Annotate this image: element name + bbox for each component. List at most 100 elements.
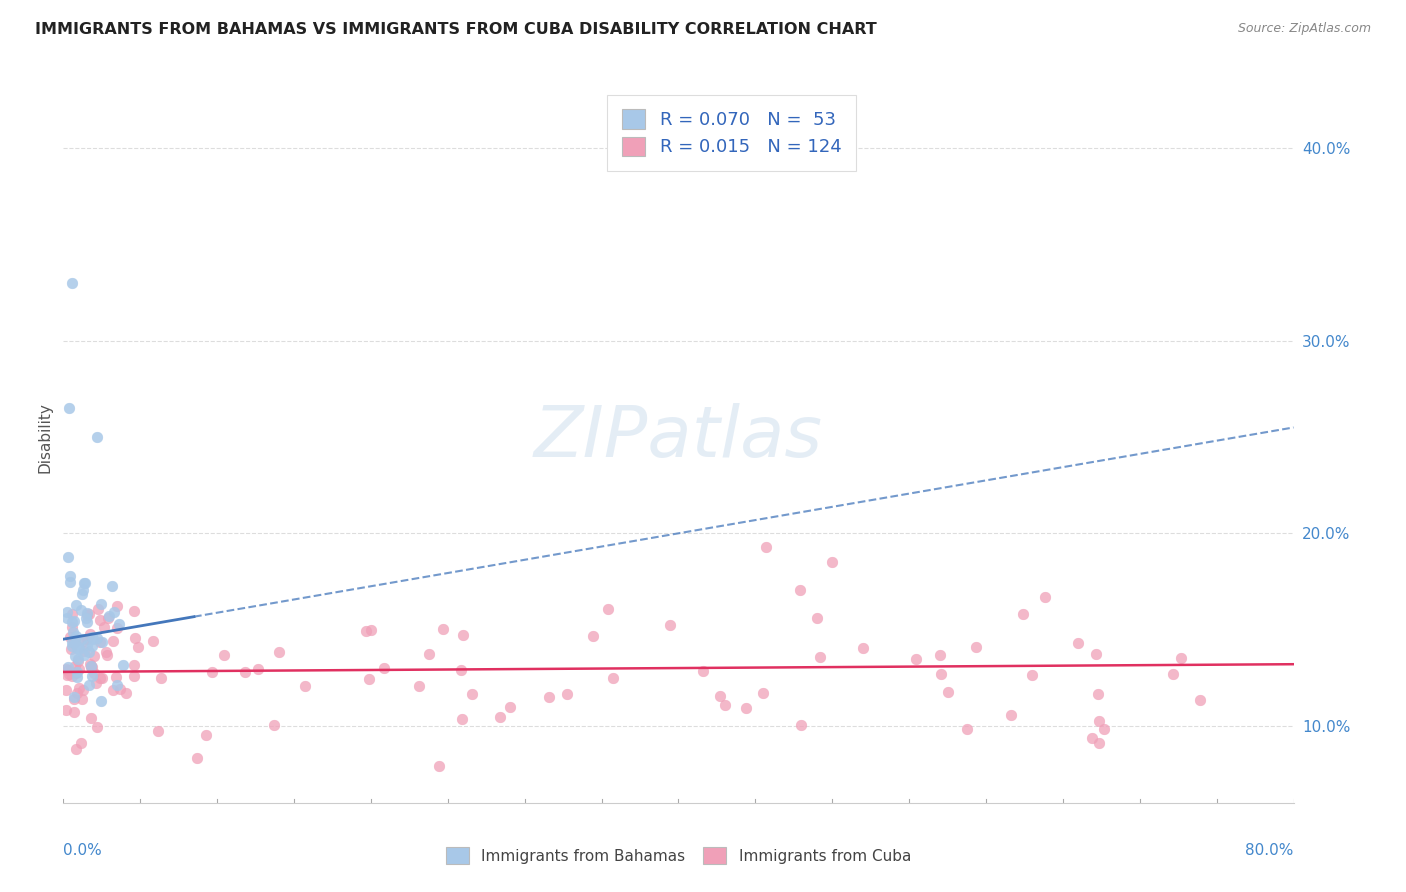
Point [929,667,952,681]
Point [1021,668,1043,682]
Point [429,758,451,772]
Point [212,648,235,663]
Point [80,711,103,725]
Point [1088,736,1111,750]
Point [451,712,474,726]
Point [86,430,108,444]
Point [76,632,98,647]
Point [67,662,90,676]
Point [77,607,100,621]
Point [1170,651,1192,665]
Point [72,583,94,598]
Point [76,615,98,630]
Point [60,639,83,653]
Point [735,701,758,715]
Point [67,653,90,667]
Point [108,682,131,697]
Point [101,578,124,592]
Text: 0.0%: 0.0% [63,843,103,858]
Point [122,669,145,683]
Point [80,660,103,674]
Point [60,615,83,629]
Point [659,617,682,632]
Point [112,658,135,673]
Point [80,669,103,683]
Point [789,583,811,598]
Point [65,648,87,663]
Legend: Immigrants from Bahamas, Immigrants from Cuba: Immigrants from Bahamas, Immigrants from… [439,839,918,871]
Point [82,660,104,674]
Point [235,665,257,680]
Point [97,611,120,625]
Point [408,679,430,693]
Point [124,631,146,645]
Point [1033,590,1056,604]
Point [1088,714,1111,728]
Point [66,686,89,700]
Point [93,620,115,634]
Point [58,663,80,677]
Point [55,703,77,717]
Point [186,751,208,765]
Point [66,641,89,656]
Point [59,630,82,644]
Point [354,624,377,638]
Point [70,632,93,646]
Point [555,687,578,701]
Point [94,645,117,659]
Point [938,685,960,699]
Point [79,659,101,673]
Point [101,683,124,698]
Point [713,698,735,712]
Point [55,668,77,682]
Point [82,632,104,646]
Point [692,664,714,678]
Point [373,661,395,675]
Point [790,718,813,732]
Point [122,658,145,673]
Point [72,634,94,648]
Point [1067,636,1090,650]
Point [89,694,111,708]
Point [499,699,522,714]
Point [67,640,90,655]
Point [60,635,83,649]
Point [105,599,128,614]
Point [461,687,484,701]
Point [148,724,170,739]
Point [114,686,136,700]
Point [1000,707,1022,722]
Point [73,644,96,658]
Y-axis label: Disability: Disability [37,401,52,473]
Point [194,728,217,742]
Point [1189,693,1212,707]
Point [86,631,108,645]
Point [87,602,110,616]
Point [72,682,94,697]
Point [62,276,84,290]
Point [58,575,80,590]
Point [821,555,844,569]
Point [76,608,98,623]
Point [103,634,125,648]
Point [66,670,89,684]
Point [1087,687,1109,701]
Point [104,670,127,684]
Point [56,605,79,619]
Point [86,675,108,690]
Point [755,540,778,554]
Point [432,622,454,636]
Point [56,611,79,625]
Point [596,602,619,616]
Point [418,648,440,662]
Point [86,720,108,734]
Point [65,666,87,681]
Point [90,598,112,612]
Point [65,599,87,613]
Point [70,691,93,706]
Text: IMMIGRANTS FROM BAHAMAS VS IMMIGRANTS FROM CUBA DISABILITY CORRELATION CHART: IMMIGRANTS FROM BAHAMAS VS IMMIGRANTS FR… [35,22,877,37]
Point [67,651,90,665]
Point [709,689,731,703]
Point [602,671,624,685]
Point [83,648,105,663]
